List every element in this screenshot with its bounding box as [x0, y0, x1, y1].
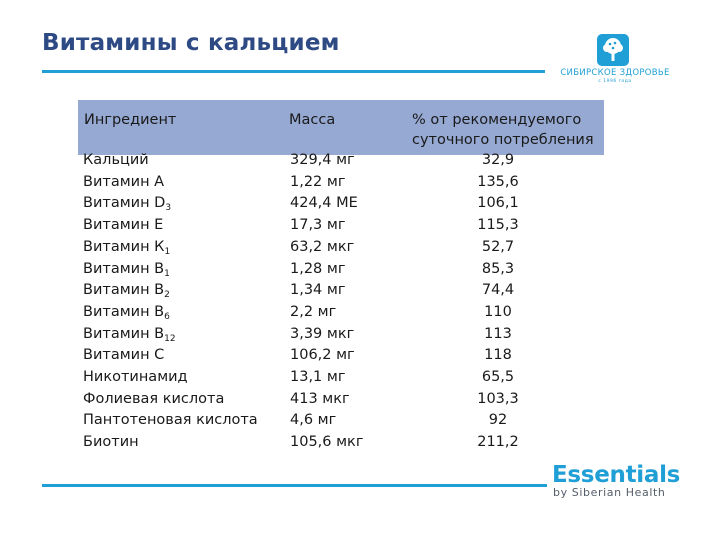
- ingredient-subscript: 1: [164, 246, 171, 257]
- table-row: Витамин С 106,2 мг 118: [0, 345, 720, 367]
- siberian-health-logo: СИБИРСКОЕ ЗДОРОВЬЕ с 1996 года: [560, 34, 670, 86]
- ingredient-label: Витамин С: [83, 347, 165, 364]
- ingredient-name: Витамин В12: [83, 324, 176, 351]
- percent-value: 135,6: [477, 173, 519, 190]
- ingredient-subscript: 12: [164, 333, 176, 344]
- mass-value: 1,28 мг: [290, 260, 346, 277]
- mass-value: 13,1 мг: [290, 369, 346, 385]
- mass-value: 4,6 мг: [290, 412, 337, 429]
- table-row: Витамин Е 17,3 мг 115,3: [0, 215, 720, 237]
- ingredient-label: Биотин: [83, 434, 139, 451]
- mass-value: 105,6 мкг: [290, 434, 364, 451]
- table-row: Витамин D3 424,4 МЕ 106,1: [0, 193, 720, 215]
- ingredient-label: Витамин В: [83, 325, 165, 342]
- ingredient-name: Витамин В1: [83, 259, 170, 286]
- page-title: Витамины с кальцием: [42, 30, 340, 56]
- essentials-wordmark: Essentials: [552, 462, 681, 488]
- column-header-percent-line1: % от рекомендуемого: [412, 112, 582, 128]
- mass-value: 106,2 мг: [290, 347, 355, 364]
- percent-value: 113: [484, 325, 512, 342]
- table-row: Витамин В6 2,2 мг 110: [0, 302, 720, 324]
- ingredient-name: Кальций: [83, 150, 149, 172]
- ingredient-subscript: 3: [165, 203, 172, 214]
- table-row: Витамин В2 1,34 мг 74,4: [0, 280, 720, 302]
- ingredient-name: Пантотеновая кислота: [83, 410, 258, 432]
- ingredient-label: Витамин D: [83, 195, 166, 212]
- ingredient-label: Никотинамид: [83, 369, 188, 385]
- mass-value: 3,39 мкг: [290, 325, 355, 342]
- ingredient-name: Витамин К1: [83, 237, 170, 264]
- mass-value: 17,3 мг: [290, 217, 346, 234]
- brand-tagline: с 1996 года: [598, 79, 632, 84]
- ingredient-label: Витамин В: [83, 282, 165, 299]
- ingredient-name: Витамин А: [83, 172, 164, 194]
- percent-value: 74,4: [481, 282, 515, 299]
- ingredient-name: Биотин: [83, 432, 139, 454]
- mass-value: 63,2 мкг: [290, 238, 355, 255]
- percent-value: 115,3: [477, 217, 519, 234]
- percent-value: 32,9: [481, 152, 515, 168]
- tree-icon: [597, 34, 629, 66]
- table-header-band: [78, 100, 604, 155]
- ingredient-name: Витамин Е: [83, 215, 163, 237]
- table-row: Витамин В12 3,39 мкг 113: [0, 324, 720, 346]
- table-row: Витамин А 1,22 мг 135,6: [0, 172, 720, 194]
- mass-value: 329,4 мг: [290, 152, 355, 168]
- ingredient-name: Витамин В2: [83, 280, 170, 307]
- footer-divider: [42, 484, 547, 487]
- table-row: Никотинамид 13,1 мг 65,5: [0, 367, 720, 389]
- ingredient-label: Кальций: [83, 152, 149, 168]
- essentials-logo: Essentials by Siberian Health: [552, 462, 682, 502]
- mass-value: 2,2 мг: [290, 303, 337, 320]
- ingredient-name: Витамин D3: [83, 193, 171, 220]
- table-row: Кальций 329,4 мг 32,9: [0, 150, 720, 172]
- percent-value: 52,7: [481, 238, 515, 255]
- table-row: Витамин В1 1,28 мг 85,3: [0, 259, 720, 281]
- percent-value: 92: [488, 412, 508, 429]
- percent-value: 106,1: [477, 195, 519, 212]
- ingredient-name: Витамин В6: [83, 302, 170, 329]
- column-header-mass: Масса: [289, 112, 336, 128]
- column-header-ingredient: Ингредиент: [84, 112, 177, 128]
- essentials-byline: by Siberian Health: [553, 486, 666, 499]
- mass-value: 413 мкг: [290, 390, 350, 407]
- column-header-percent: % от рекомендуемого суточного потреблени…: [412, 110, 594, 150]
- ingredient-label: Витамин В: [83, 303, 165, 320]
- ingredient-label: Витамин К: [83, 238, 165, 255]
- brand-name: СИБИРСКОЕ ЗДОРОВЬЕ: [560, 68, 670, 78]
- ingredient-label: Пантотеновая кислота: [83, 412, 258, 429]
- mass-value: 1,22 мг: [290, 173, 346, 190]
- percent-value: 85,3: [481, 260, 515, 277]
- percent-value: 118: [484, 347, 512, 364]
- percent-value: 211,2: [477, 434, 519, 451]
- ingredient-name: Никотинамид: [83, 367, 188, 389]
- ingredient-name: Фолиевая кислота: [83, 389, 224, 411]
- ingredient-label: Витамин В: [83, 260, 165, 277]
- table-row: Витамин К1 63,2 мкг 52,7: [0, 237, 720, 259]
- table-row: Фолиевая кислота 413 мкг 103,3: [0, 389, 720, 411]
- table-row: Пантотеновая кислота 4,6 мг 92: [0, 410, 720, 432]
- mass-value: 1,34 мг: [290, 282, 346, 299]
- ingredient-subscript: 6: [164, 311, 170, 322]
- percent-value: 65,5: [481, 369, 515, 385]
- ingredient-subscript: 2: [164, 290, 170, 301]
- mass-value: 424,4 МЕ: [290, 195, 358, 212]
- column-header-percent-line2: суточного потребления: [412, 132, 594, 148]
- ingredient-label: Витамин А: [83, 173, 165, 190]
- ingredient-label: Фолиевая кислота: [83, 390, 225, 407]
- ingredient-label: Витамин Е: [83, 217, 164, 234]
- ingredient-name: Витамин С: [83, 345, 164, 367]
- percent-value: 110: [484, 303, 512, 320]
- table-row: Биотин 105,6 мкг 211,2: [0, 432, 720, 454]
- percent-value: 103,3: [477, 390, 519, 407]
- ingredient-subscript: 1: [164, 268, 170, 279]
- title-divider: [42, 70, 545, 73]
